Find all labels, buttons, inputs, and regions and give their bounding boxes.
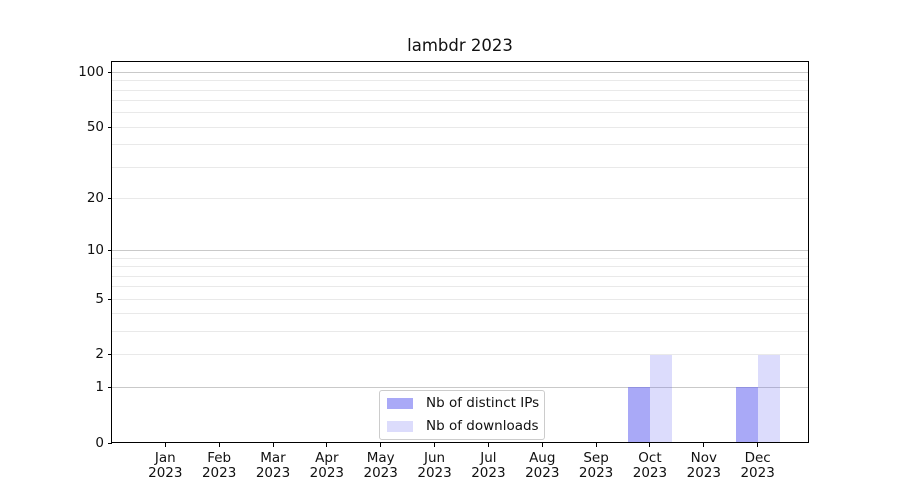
y-tick-mark (108, 71, 112, 73)
y-tick-label: 10 (86, 241, 104, 258)
y-tick-mark (108, 198, 112, 200)
y-tick-label: 20 (86, 190, 104, 207)
gridline-minor (112, 166, 808, 168)
x-tick-label: Aug 2023 (525, 450, 560, 481)
gridline-minor (112, 313, 808, 315)
legend-label-distinct-ips: Nb of distinct IPs (426, 395, 540, 412)
gridline-minor (112, 331, 808, 333)
y-tick-label: 100 (78, 63, 104, 80)
gridline-major (112, 249, 808, 251)
bar-nb-of-distinct-ips-oct (627, 387, 650, 443)
legend-item-downloads: Nb of downloads (380, 417, 544, 436)
y-tick-mark (108, 386, 112, 388)
y-tick-mark (108, 249, 112, 251)
y-tick-mark (108, 298, 112, 300)
x-tick-label: Feb 2023 (201, 450, 237, 481)
y-tick-mark (108, 126, 112, 128)
legend-item-distinct-ips: Nb of distinct IPs (380, 394, 544, 413)
bar-nb-of-downloads-dec (757, 354, 780, 443)
x-tick-mark (380, 443, 382, 447)
x-tick-label: Sep 2023 (578, 450, 614, 481)
gridline-minor (112, 112, 808, 114)
gridline-minor (112, 144, 808, 146)
gridline-minor (112, 275, 808, 277)
x-tick-label: Mar 2023 (255, 450, 291, 481)
y-tick-label: 2 (95, 346, 104, 363)
x-tick-label: Apr 2023 (309, 450, 345, 481)
x-tick-mark (164, 443, 166, 447)
gridline-minor (112, 298, 808, 300)
x-tick-mark (595, 443, 597, 447)
gridline-minor (112, 257, 808, 259)
y-tick-label: 1 (95, 378, 104, 395)
plot-area-border (111, 61, 809, 443)
x-tick-mark (434, 443, 436, 447)
x-tick-label: Oct 2023 (632, 450, 668, 481)
gridline-minor (112, 89, 808, 91)
x-tick-label: Nov 2023 (686, 450, 721, 481)
x-tick-mark (326, 443, 328, 447)
x-tick-mark (757, 443, 759, 447)
x-tick-label: Jan 2023 (148, 450, 183, 481)
gridline-minor (112, 126, 808, 128)
bar-nb-of-distinct-ips-dec (735, 387, 758, 443)
y-tick-label: 0 (95, 434, 104, 451)
gridline-minor (112, 80, 808, 82)
y-tick-label: 50 (86, 118, 104, 135)
y-tick-mark (108, 354, 112, 356)
x-tick-label: Jul 2023 (471, 450, 506, 481)
legend-label-downloads: Nb of downloads (426, 417, 539, 434)
y-tick-label: 5 (95, 290, 104, 307)
gridline-minor (112, 354, 808, 356)
gridline-minor (112, 198, 808, 200)
gridline-minor (112, 266, 808, 268)
legend-swatch-distinct-ips (387, 398, 413, 410)
legend-swatch-downloads (387, 420, 413, 432)
legend: Nb of distinct IPs Nb of downloads (379, 390, 545, 440)
gridline-minor (112, 286, 808, 288)
x-tick-mark (703, 443, 705, 447)
x-tick-mark (541, 443, 543, 447)
chart-title: lambdr 2023 (407, 36, 513, 55)
x-tick-mark (272, 443, 274, 447)
x-tick-mark (649, 443, 651, 447)
x-tick-label: Dec 2023 (740, 450, 775, 481)
gridline-major (112, 386, 808, 388)
gridline-minor (112, 100, 808, 102)
x-tick-label: Jun 2023 (417, 450, 452, 481)
x-tick-label: May 2023 (363, 450, 398, 481)
x-tick-mark (218, 443, 220, 447)
bar-nb-of-downloads-oct (649, 354, 672, 443)
x-tick-mark (487, 443, 489, 447)
gridline-major (112, 71, 808, 73)
y-tick-mark (108, 442, 112, 444)
